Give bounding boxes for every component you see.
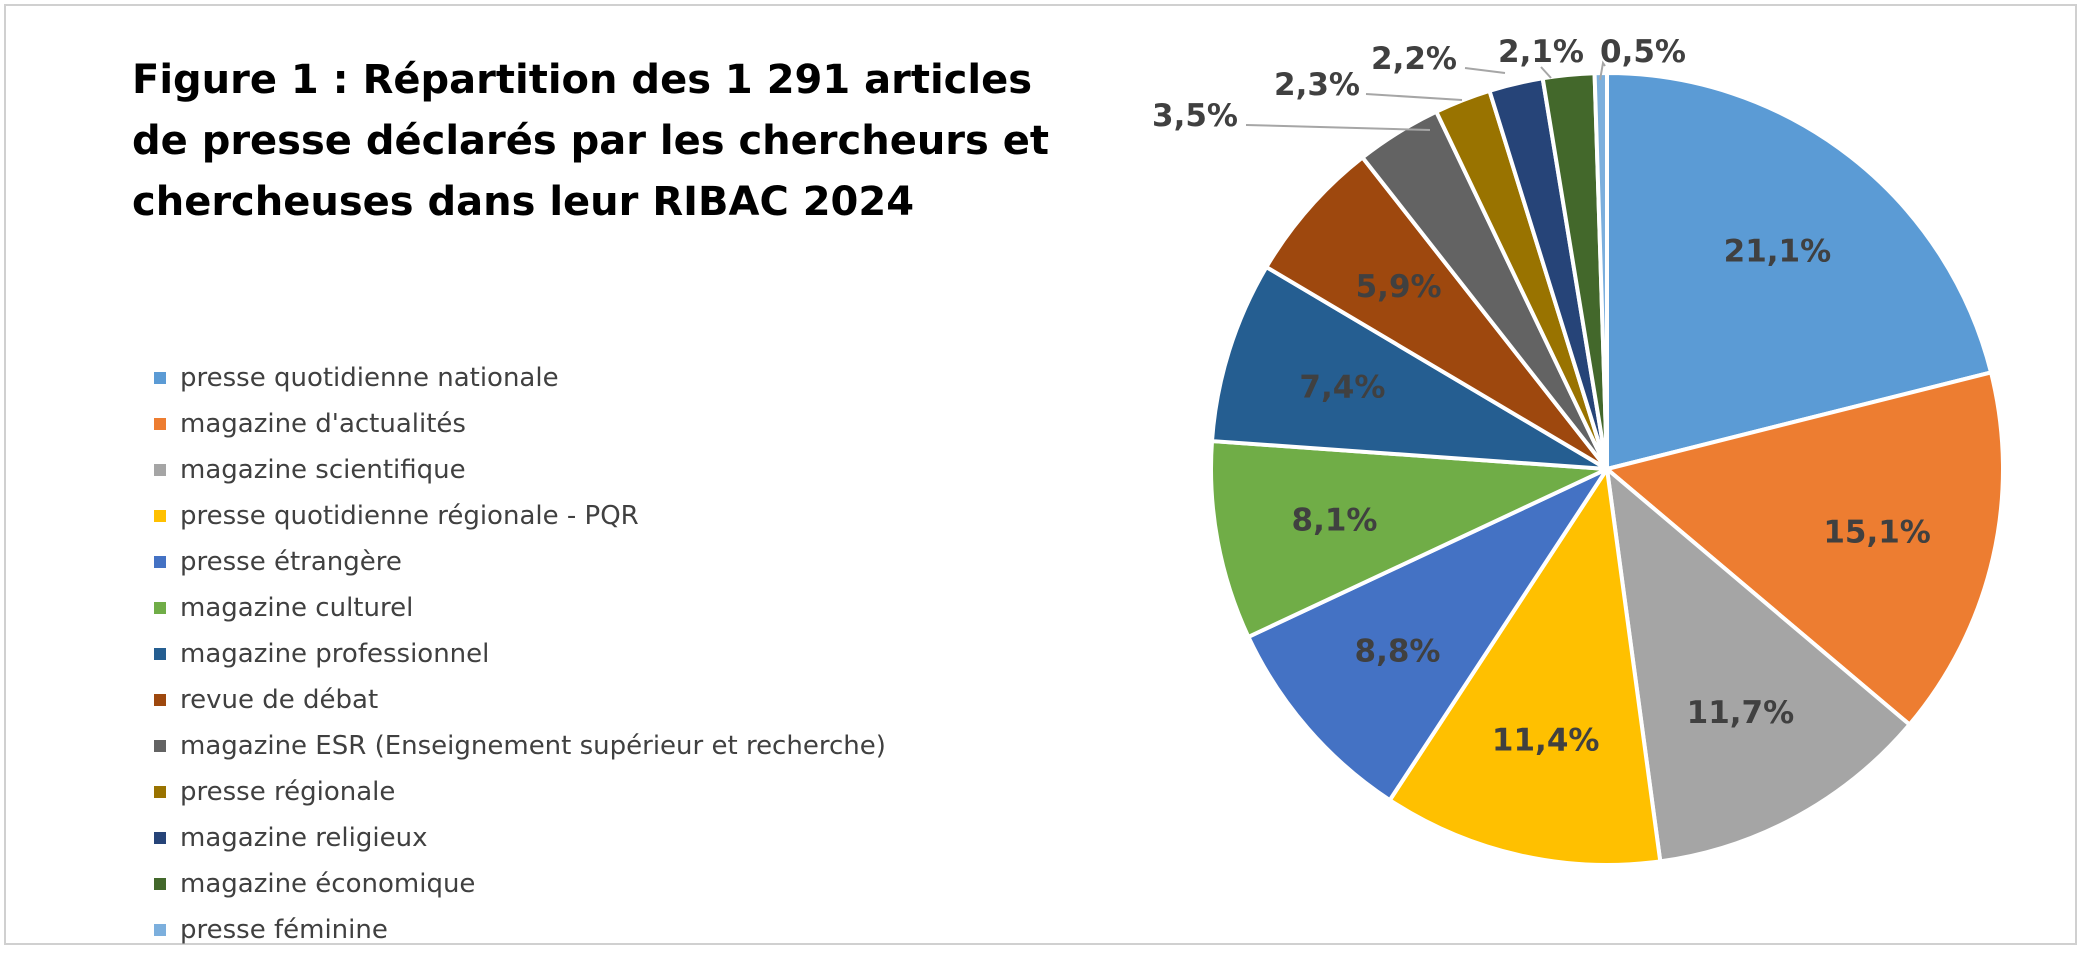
data-label-13: 0,5% [1600, 34, 1686, 70]
data-label-4: 11,4% [1492, 722, 1600, 758]
legend-label: revue de débat [180, 685, 379, 715]
legend-swatch [154, 740, 166, 752]
data-label-7: 7,4% [1299, 369, 1385, 405]
pie-slice-8 [1264, 155, 1609, 471]
title-line-2: de presse déclarés par les chercheurs et [132, 118, 1050, 164]
legend-item: presse féminine [154, 907, 886, 953]
chart-title: Figure 1 : Répartition des 1 291 article… [132, 50, 1050, 233]
legend-item: magazine d'actualités [154, 401, 886, 447]
leader-line-12 [1540, 66, 1552, 79]
legend-item: presse quotidienne régionale - PQR [154, 493, 886, 539]
leader-line-11 [1464, 67, 1506, 74]
leader-line-9 [1245, 124, 1431, 131]
leader-line-13 [1599, 60, 1606, 81]
data-label-2: 15,1% [1823, 515, 1931, 551]
legend-swatch [154, 418, 166, 430]
legend-swatch [154, 786, 166, 798]
legend-swatch [154, 648, 166, 660]
legend-label: magazine d'actualités [180, 409, 466, 439]
title-line-3: chercheuses dans leur RIBAC 2024 [132, 179, 915, 225]
legend-swatch [154, 832, 166, 844]
pie-slice-4 [1387, 467, 1663, 867]
legend-label: presse quotidienne nationale [180, 363, 559, 393]
legend-label: magazine religieux [180, 823, 428, 853]
legend-label: presse étrangère [180, 547, 402, 577]
data-label-12: 2,1% [1498, 34, 1584, 70]
legend-item: magazine scientifique [154, 447, 886, 493]
data-label-5: 8,8% [1355, 634, 1441, 670]
legend-item: magazine ESR (Enseignement supérieur et … [154, 723, 886, 769]
legend-label: presse régionale [180, 777, 396, 807]
legend-label: magazine scientifique [180, 455, 466, 485]
legend-label: presse quotidienne régionale - PQR [180, 501, 639, 531]
data-label-9: 3,5% [1152, 98, 1238, 134]
legend: presse quotidienne nationale magazine d'… [154, 355, 886, 953]
legend-swatch [154, 878, 166, 890]
data-label-6: 8,1% [1292, 503, 1378, 539]
pie-slice-6 [1209, 439, 1609, 639]
title-line-1: Figure 1 : Répartition des 1 291 article… [132, 57, 1033, 103]
data-label-10: 2,3% [1274, 67, 1360, 103]
pie-slice-2 [1605, 370, 2005, 727]
data-label-1: 21,1% [1724, 233, 1832, 269]
legend-label: magazine culturel [180, 593, 414, 623]
legend-label: presse féminine [180, 915, 388, 945]
pie-slice-5 [1246, 467, 1609, 803]
legend-swatch [154, 694, 166, 706]
legend-swatch [154, 464, 166, 476]
data-label-8: 5,9% [1356, 269, 1442, 305]
legend-swatch [154, 510, 166, 522]
legend-item: magazine religieux [154, 815, 886, 861]
pie-slice-7 [1209, 265, 1609, 471]
legend-item: presse étrangère [154, 539, 886, 585]
pie-slice-1 [1605, 71, 1994, 471]
legend-swatch [154, 602, 166, 614]
legend-swatch [154, 556, 166, 568]
leader-line-10 [1365, 93, 1463, 101]
legend-item: presse quotidienne nationale [154, 355, 886, 401]
data-label-3: 11,7% [1687, 695, 1795, 731]
data-label-11: 2,2% [1371, 41, 1457, 77]
legend-item: magazine culturel [154, 585, 886, 631]
pie-slice-3 [1605, 467, 1912, 864]
legend-label: magazine professionnel [180, 639, 490, 669]
legend-item: revue de débat [154, 677, 886, 723]
legend-item: presse régionale [154, 769, 886, 815]
legend-swatch [154, 372, 166, 384]
legend-item: magazine professionnel [154, 631, 886, 677]
legend-swatch [154, 924, 166, 936]
legend-label: magazine économique [180, 869, 476, 899]
legend-label: magazine ESR (Enseignement supérieur et … [180, 731, 886, 761]
legend-item: magazine économique [154, 861, 886, 907]
